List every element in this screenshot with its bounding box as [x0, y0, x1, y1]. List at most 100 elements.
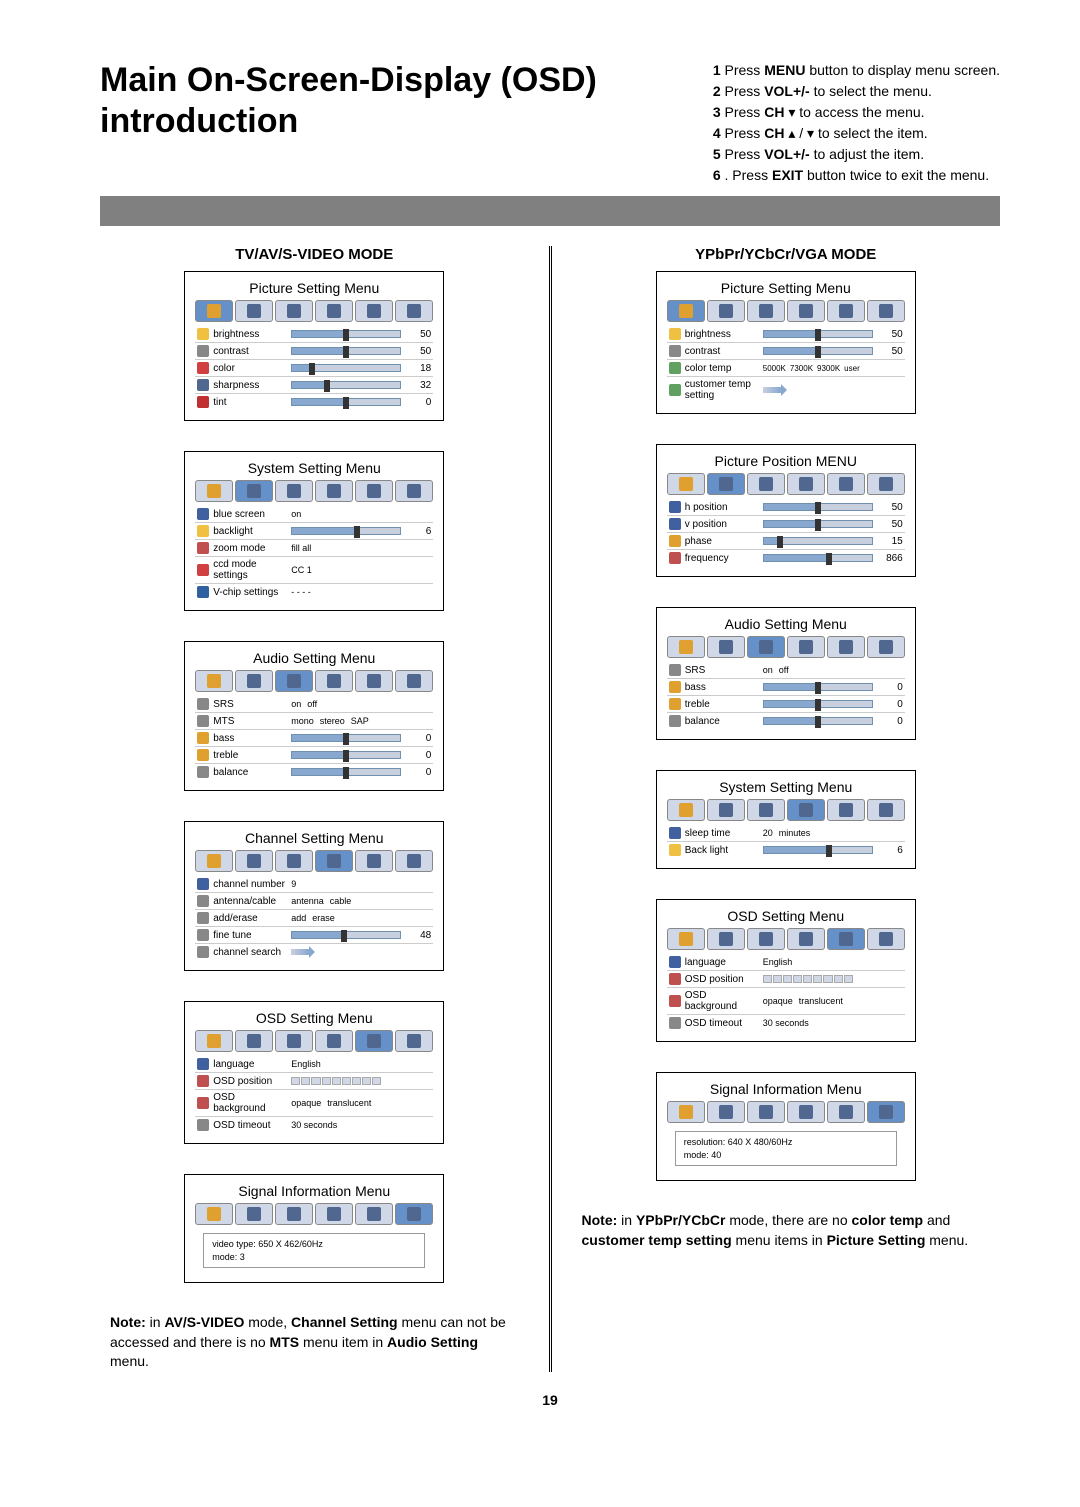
row-label: tint [213, 397, 287, 408]
tab-row [667, 928, 905, 950]
row-icon [669, 501, 681, 513]
row-label: balance [685, 716, 759, 727]
step-item: 2 Press VOL+/- to select the menu. [713, 81, 1000, 102]
tab-row [195, 1030, 433, 1052]
menu-row: treble0 [195, 747, 433, 764]
tab-row [667, 1101, 905, 1123]
menu-tab [275, 480, 313, 502]
tab-icon [287, 1207, 301, 1221]
slider-bar [763, 554, 873, 562]
menu-box: Picture Setting Menubrightness50contrast… [184, 271, 444, 421]
tab-icon [367, 1207, 381, 1221]
row-options: opaquetranslucent [291, 1098, 431, 1108]
slider-bar [763, 717, 873, 725]
row-label: sharpness [213, 380, 287, 391]
row-icon [669, 552, 681, 564]
row-icon [669, 715, 681, 727]
menu-row: languageEnglish [195, 1056, 433, 1073]
row-options: onoff [763, 665, 903, 675]
tab-icon [839, 477, 853, 491]
row-options: 30 seconds [763, 1018, 903, 1028]
menu-row: brightness50 [195, 326, 433, 343]
slider-bar [291, 527, 401, 535]
row-label: SRS [685, 665, 759, 676]
row-value: 0 [405, 733, 431, 744]
tab-icon [719, 304, 733, 318]
row-label: treble [213, 750, 287, 761]
menu-tab [315, 850, 353, 872]
row-value: 50 [877, 519, 903, 530]
row-icon [669, 664, 681, 676]
tab-icon [367, 1034, 381, 1048]
row-label: language [685, 957, 759, 968]
tab-row [195, 850, 433, 872]
menu-tab [395, 480, 433, 502]
slider-bar [763, 520, 873, 528]
row-icon [197, 564, 209, 576]
menu-tab [315, 670, 353, 692]
signal-info: resolution: 640 X 480/60Hzmode: 40 [675, 1131, 897, 1166]
tab-icon [367, 854, 381, 868]
row-label: customer temp setting [685, 379, 759, 401]
menu-title: Audio Setting Menu [195, 650, 433, 666]
menu-row: OSD timeout30 seconds [667, 1015, 905, 1031]
menu-tab [667, 636, 705, 658]
menu-row: SRS onoff [667, 662, 905, 679]
row-label: frequency [685, 553, 759, 564]
tab-icon [247, 854, 261, 868]
slider-bar [291, 364, 401, 372]
tab-icon [327, 1207, 341, 1221]
menu-tab [235, 480, 273, 502]
row-options: - - - - [291, 587, 431, 597]
slider-bar [291, 398, 401, 406]
row-label: OSD background [213, 1092, 287, 1114]
tab-row [667, 799, 905, 821]
row-label: phase [685, 536, 759, 547]
menu-box: Audio Setting MenuSRSonoffbass0treble0ba… [656, 607, 916, 740]
menu-tab [747, 300, 785, 322]
menu-row: balance0 [667, 713, 905, 729]
menu-tab [787, 928, 825, 950]
slider-bar [763, 347, 873, 355]
menu-tab [867, 636, 905, 658]
menu-tab [235, 850, 273, 872]
header-row: Main On-Screen-Display (OSD) introductio… [100, 60, 1000, 186]
row-label: OSD background [685, 990, 759, 1012]
menu-tab [827, 300, 865, 322]
menu-tab [355, 1203, 393, 1225]
menu-box: Signal Information Menuvideo type: 650 X… [184, 1174, 444, 1283]
menu-title: Audio Setting Menu [667, 616, 905, 632]
row-icon [669, 827, 681, 839]
row-icon [197, 1119, 209, 1131]
row-icon [197, 715, 209, 727]
tab-icon [679, 477, 693, 491]
menu-tab [667, 473, 705, 495]
row-options: 20minutes [763, 828, 903, 838]
menu-tab [275, 850, 313, 872]
tab-icon [839, 932, 853, 946]
menu-tab [355, 300, 393, 322]
row-label: contrast [685, 346, 759, 357]
menu-row: video type: 650 X 462/60Hzmode: 3 [195, 1229, 433, 1272]
menu-row: OSD timeout30 seconds [195, 1117, 433, 1133]
row-icon [197, 586, 209, 598]
menu-tab [195, 850, 233, 872]
menu-tab [747, 928, 785, 950]
tab-icon [247, 304, 261, 318]
mode-title: YPbPr/YCbCr/VGA MODE [582, 246, 991, 263]
tab-icon [407, 1207, 421, 1221]
row-icon [197, 362, 209, 374]
menu-row: customer temp setting [667, 377, 905, 403]
row-options: opaquetranslucent [763, 996, 903, 1006]
row-value: 0 [405, 767, 431, 778]
menu-title: System Setting Menu [195, 460, 433, 476]
gray-bar [100, 196, 1000, 226]
menu-tab [275, 1203, 313, 1225]
menu-tab [707, 799, 745, 821]
menu-tab [235, 1030, 273, 1052]
row-label: v position [685, 519, 759, 530]
tab-icon [759, 477, 773, 491]
row-value: 0 [877, 699, 903, 710]
menu-row: bass0 [667, 679, 905, 696]
row-value: 0 [877, 682, 903, 693]
